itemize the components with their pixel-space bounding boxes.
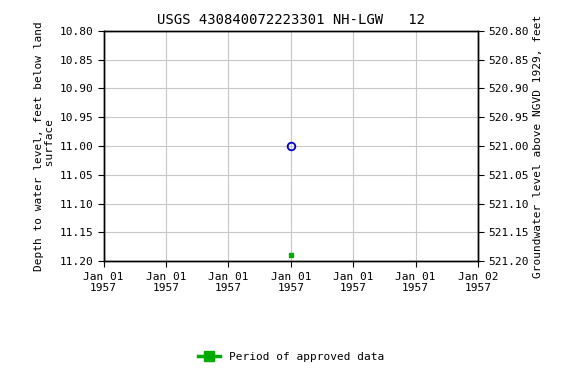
Legend: Period of approved data: Period of approved data	[194, 347, 388, 366]
Title: USGS 430840072223301 NH-LGW   12: USGS 430840072223301 NH-LGW 12	[157, 13, 425, 27]
Y-axis label: Depth to water level, feet below land
 surface: Depth to water level, feet below land su…	[34, 21, 55, 271]
Y-axis label: Groundwater level above NGVD 1929, feet: Groundwater level above NGVD 1929, feet	[533, 14, 543, 278]
